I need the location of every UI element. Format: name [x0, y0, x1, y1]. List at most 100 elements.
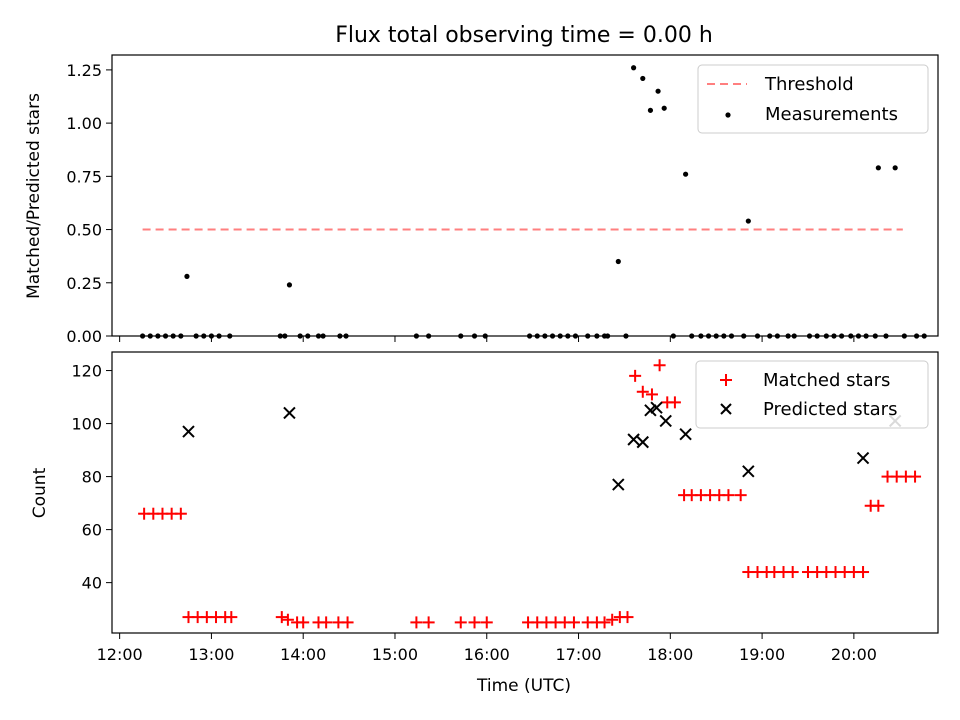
measurement-point-73 [921, 333, 927, 339]
measurement-point-22 [426, 333, 432, 339]
measurement-point-15 [297, 333, 303, 339]
measurement-point-52 [741, 333, 747, 339]
measurement-point-21 [413, 333, 419, 339]
bottom-x-tick-label-0: 12:00 [97, 645, 143, 664]
top-y-tick-label-3: 0.75 [66, 167, 102, 186]
predicted-star-point-1 [283, 406, 296, 420]
measurement-point-12 [277, 333, 283, 339]
measurement-point-14 [286, 282, 293, 288]
matched-star-point-38 [645, 388, 658, 401]
measurement-points [139, 65, 927, 339]
figure-title: Flux total observing time = 0.00 h [335, 23, 713, 48]
measurement-point-48 [705, 333, 712, 339]
matched-star-point-47 [722, 489, 735, 502]
measurement-point-55 [767, 333, 773, 339]
matched-star-point-4 [174, 507, 187, 520]
measurement-point-0 [139, 333, 146, 339]
matched-star-point-36 [629, 369, 642, 382]
matched-star-point-21 [454, 616, 467, 629]
measurement-point-19 [337, 333, 343, 339]
bottom-y-label: Count [30, 467, 50, 518]
measurement-point-23 [458, 333, 464, 339]
legend-predicted-label: Predicted stars [763, 399, 897, 420]
legend-predicted-swatch [720, 403, 732, 415]
top-y-label: Matched/Predicted stars [24, 93, 44, 299]
measurement-point-46 [689, 333, 695, 339]
measurement-point-54 [754, 333, 761, 339]
bottom-x-tick-label-4: 16:00 [464, 645, 510, 664]
measurement-point-2 [155, 333, 161, 339]
measurement-point-4 [170, 333, 176, 339]
matched-star-point-10 [225, 611, 238, 624]
measurement-point-20 [343, 333, 349, 339]
bottom-x-label: Time (UTC) [476, 676, 571, 696]
measurement-point-27 [534, 333, 540, 339]
measurement-point-3 [162, 333, 169, 339]
measurement-point-57 [785, 333, 791, 339]
measurement-point-40 [640, 75, 646, 82]
measurement-point-65 [855, 333, 862, 339]
predicted-star-point-2 [612, 478, 625, 491]
measurement-point-67 [872, 333, 878, 339]
bottom-y-tick-label-3: 100 [71, 415, 102, 434]
legend-matched-label: Matched stars [763, 370, 890, 391]
measurement-point-36 [605, 333, 611, 339]
matched-star-point-14 [297, 616, 310, 629]
matched-star-point-18 [341, 616, 354, 629]
bottom-y-tick-label-4: 120 [71, 362, 102, 381]
measurement-point-13 [282, 333, 288, 339]
measurement-point-42 [655, 88, 661, 94]
top-legend: Threshold Measurements [697, 64, 929, 134]
measurement-point-71 [901, 333, 907, 339]
matched-star-point-33 [606, 613, 619, 626]
matched-star-point-32 [598, 616, 611, 629]
top-y-tick-label-0: 0.00 [66, 327, 102, 346]
matched-star-point-61 [857, 566, 870, 579]
bottom-x-tick-label-8: 20:00 [831, 645, 877, 664]
top-y-tick-label-4: 1.00 [66, 114, 102, 133]
measurement-point-32 [572, 333, 579, 339]
measurement-point-53 [745, 218, 751, 224]
matched-star-point-20 [422, 616, 435, 629]
measurement-point-28 [542, 333, 548, 339]
matched-star-point-12 [281, 613, 294, 626]
bottom-y-tick-label-1: 60 [82, 521, 102, 540]
measurement-point-43 [661, 105, 667, 111]
bottom-legend-box [695, 360, 929, 429]
matched-star-point-41 [668, 396, 681, 409]
bottom-x-tick-label-1: 13:00 [188, 645, 234, 664]
measurement-point-68 [875, 165, 881, 171]
measurement-point-1 [147, 333, 153, 339]
measurement-point-58 [791, 333, 797, 339]
legend-threshold-label: Threshold [764, 74, 854, 95]
measurement-point-16 [305, 333, 311, 339]
bottom-y-tick-label-2: 80 [82, 468, 102, 487]
measurement-point-56 [774, 333, 780, 339]
matched-star-point-23 [480, 616, 493, 629]
top-y-tick-label-5: 1.25 [66, 61, 102, 80]
measurement-point-9 [208, 333, 215, 339]
predicted-star-point-4 [636, 435, 649, 449]
measurement-point-38 [623, 333, 629, 339]
measurement-point-62 [831, 333, 837, 339]
measurement-point-6 [184, 273, 190, 279]
measurement-point-70 [892, 165, 898, 171]
measurement-point-31 [565, 333, 571, 339]
measurement-point-5 [178, 333, 184, 339]
measurement-point-61 [823, 333, 829, 339]
legend-measurements-label: Measurements [765, 104, 898, 125]
matched-star-point-48 [734, 489, 747, 502]
measurement-point-47 [698, 333, 704, 339]
legend-matched-swatch [720, 374, 732, 386]
matched-star-point-16 [320, 616, 333, 629]
top-y-tick-label-1: 0.25 [66, 274, 102, 293]
measurement-point-63 [839, 333, 845, 339]
matched-star-point-39 [653, 359, 666, 372]
measurement-point-24 [471, 333, 478, 339]
predicted-star-point-6 [650, 401, 663, 414]
measurement-point-8 [201, 333, 207, 339]
bottom-legend: Matched stars Predicted stars [695, 360, 929, 429]
measurement-point-72 [913, 333, 920, 339]
bottom-x-tick-label-6: 18:00 [647, 645, 693, 664]
